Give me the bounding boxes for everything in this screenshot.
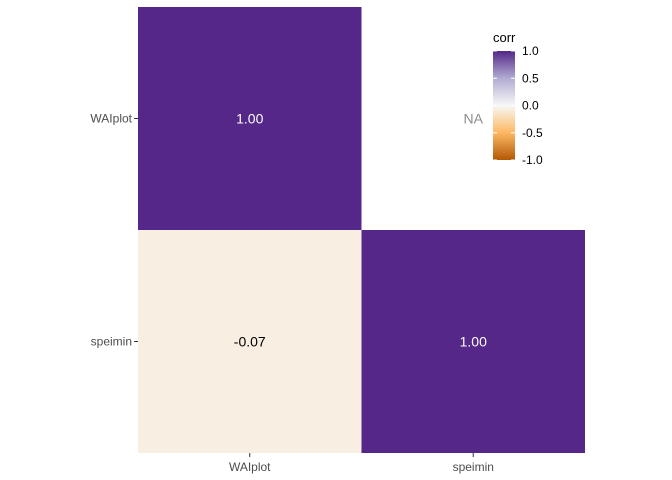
legend-tick-label: -1.0 xyxy=(522,153,543,167)
heatmap-cell xyxy=(138,230,362,453)
x-tick-label: speimin xyxy=(453,460,494,474)
x-tick-label: WAIplot xyxy=(229,460,271,474)
legend-colorbar xyxy=(493,51,515,160)
cell-value-label: 1.00 xyxy=(460,334,487,350)
cell-value-label: -0.07 xyxy=(234,334,266,350)
legend-tick-label: 0.5 xyxy=(522,71,539,85)
x-axis: WAIplot speimin xyxy=(229,453,494,474)
color-legend: corr 1.0 0.5 0.0 -0.5 -1.0 xyxy=(493,30,543,167)
heatmap-cell xyxy=(138,7,362,230)
y-axis: WAIplot speimin xyxy=(90,112,138,349)
legend-tick-label: 0.0 xyxy=(522,99,539,113)
cell-value-label: 1.00 xyxy=(236,111,263,127)
legend-tick-label: 1.0 xyxy=(522,44,539,58)
heatmap-cell xyxy=(361,230,585,453)
legend-title: corr xyxy=(493,30,516,45)
y-tick-label: WAIplot xyxy=(90,112,132,126)
heatmap-cells xyxy=(138,7,585,453)
y-tick-label: speimin xyxy=(91,335,132,349)
legend-ticks: 1.0 0.5 0.0 -0.5 -1.0 xyxy=(493,44,543,167)
heatmap-cell-labels: 1.00 NA -0.07 1.00 xyxy=(234,111,487,350)
cell-value-label: NA xyxy=(464,111,484,127)
legend-tick-label: -0.5 xyxy=(522,126,543,140)
